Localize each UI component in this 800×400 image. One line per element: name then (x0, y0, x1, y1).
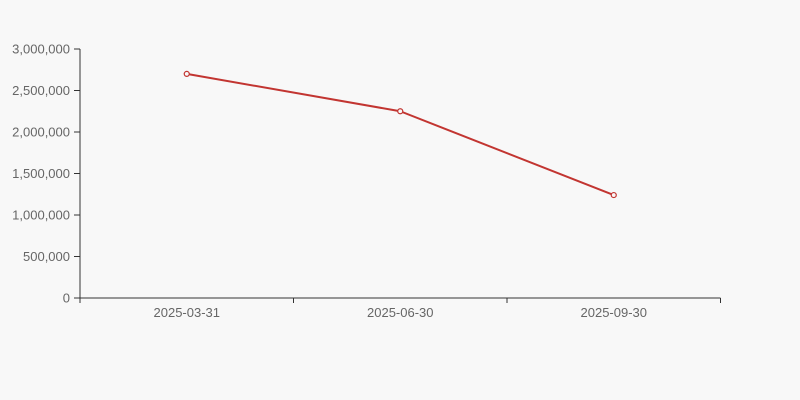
x-axis-tick-label: 2025-09-30 (581, 305, 648, 320)
data-point-marker (610, 191, 617, 199)
data-point-marker (183, 70, 190, 78)
data-point-marker (397, 108, 404, 115)
y-axis-tick-label: 1,000,000 (12, 208, 70, 223)
x-axis-tick-label: 2025-03-31 (154, 305, 221, 320)
y-axis-tick-label: 1,500,000 (12, 166, 70, 181)
x-axis-tick-label: 2025-06-30 (367, 305, 434, 320)
y-axis-tick-label: 2,000,000 (12, 125, 70, 140)
y-axis-tick-label: 2,500,000 (12, 83, 70, 98)
y-axis-tick-label: 500,000 (23, 249, 70, 264)
y-axis-tick-label: 3,000,000 (12, 42, 70, 57)
y-axis-tick-label: 0 (63, 291, 70, 306)
series-line (185, 72, 615, 197)
